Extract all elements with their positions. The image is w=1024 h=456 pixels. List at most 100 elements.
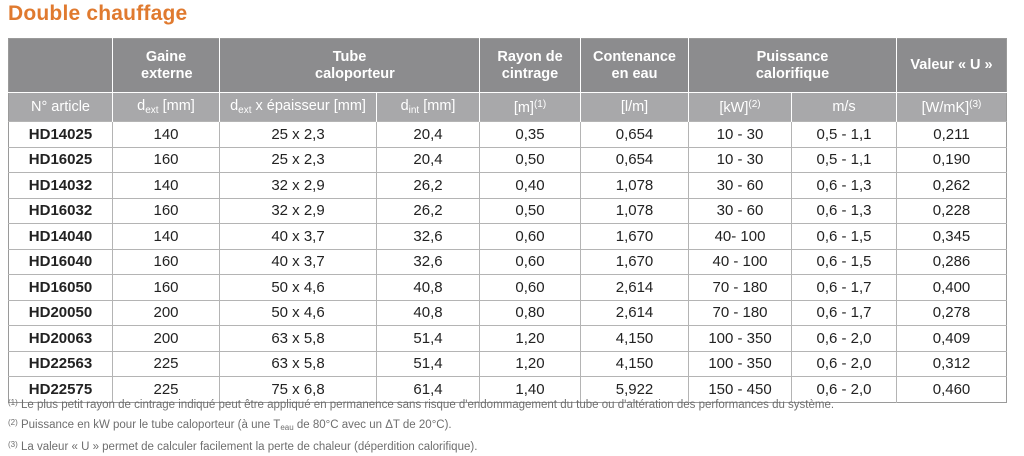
table-body: HD14025 140 25 x 2,3 20,4 0,35 0,654 10 - 30 0,… (8, 121, 1007, 402)
specifications-table: Gaine externe Tube caloporteur Rayon de … (8, 38, 1008, 403)
cell-contenance: 1,670 (580, 248, 689, 275)
cell-dint: 40,8 (375, 299, 480, 326)
table-row: HD16032 160 32 x 2,9 26,2 0,50 1,078 30 - 60 0,… (8, 197, 1007, 224)
cell-valeur-u: 0,278 (896, 299, 1007, 326)
cell-puissance: 10 - 30 (688, 146, 792, 173)
cell-dext: 225 (112, 376, 220, 402)
footnotes: (1) Le plus petit rayon de cintrage indi… (8, 394, 1008, 456)
cell-rayon: 0,35 (479, 121, 581, 147)
cell-valeur-u: 0,211 (896, 121, 1007, 147)
cell-puissance: 10 - 30 (688, 121, 792, 147)
cell-article: HD16032 (8, 197, 113, 224)
cell-dint: 26,2 (375, 172, 480, 198)
cell-vitesse: 0,6 - 1,3 (791, 197, 897, 224)
header-gaine-externe: Gaine externe (112, 38, 220, 93)
footnote-2: (2) Puissance en kW pour le tube calopor… (8, 418, 452, 432)
cell-vitesse: 0,5 - 1,1 (791, 146, 897, 173)
cell-dint: 51,4 (375, 350, 480, 377)
cell-article: HD14025 (8, 121, 113, 147)
cell-puissance: 30 - 60 (688, 172, 792, 198)
cell-article: HD14040 (8, 223, 113, 249)
cell-rayon: 0,50 (479, 146, 581, 173)
cell-article: HD20063 (8, 325, 113, 351)
table-row: HD20050 200 50 x 4,6 40,8 0,80 2,614 70 - 180 0… (8, 299, 1007, 326)
cell-vitesse: 0,6 - 2,0 (791, 325, 897, 351)
cell-valeur-u: 0,286 (896, 248, 1007, 275)
col-dext-epaisseur: dext x épaisseur [mm] (219, 92, 377, 122)
cell-vitesse: 0,6 - 2,0 (791, 376, 897, 402)
table-row: HD16040 160 40 x 3,7 32,6 0,60 1,670 40 - 100 0… (8, 248, 1007, 275)
table-row: HD22563 225 63 x 5,8 51,4 1,20 4,150 100 - 350… (8, 350, 1007, 377)
cell-rayon: 1,20 (479, 325, 581, 351)
col-puissance: [kW](2) (688, 92, 792, 122)
cell-puissance: 70 - 180 (688, 299, 792, 326)
col-dext: dext [mm] (112, 92, 220, 122)
cell-vitesse: 0,6 - 2,0 (791, 350, 897, 377)
cell-dext-epaisseur: 50 x 4,6 (219, 299, 377, 326)
footnote-1: (1) Le plus petit rayon de cintrage indi… (8, 398, 835, 411)
cell-dext-epaisseur: 32 x 2,9 (219, 197, 377, 224)
cell-dext-epaisseur: 32 x 2,9 (219, 172, 377, 198)
cell-article: HD22563 (8, 350, 113, 377)
cell-puissance: 40- 100 (688, 223, 792, 249)
cell-dext: 200 (112, 325, 220, 351)
cell-rayon: 0,60 (479, 223, 581, 249)
cell-valeur-u: 0,345 (896, 223, 1007, 249)
table-row: HD14025 140 25 x 2,3 20,4 0,35 0,654 10 - 30 0,… (8, 121, 1007, 147)
cell-rayon: 0,50 (479, 197, 581, 224)
cell-contenance: 2,614 (580, 274, 689, 300)
cell-valeur-u: 0,262 (896, 172, 1007, 198)
cell-dext-epaisseur: 40 x 3,7 (219, 223, 377, 249)
table-row: HD14032 140 32 x 2,9 26,2 0,40 1,078 30 - 60 0,… (8, 172, 1007, 198)
cell-article: HD16040 (8, 248, 113, 275)
cell-contenance: 1,670 (580, 223, 689, 249)
cell-valeur-u: 0,409 (896, 325, 1007, 351)
cell-article: HD14032 (8, 172, 113, 198)
cell-dext-epaisseur: 63 x 5,8 (219, 350, 377, 377)
cell-dext-epaisseur: 25 x 2,3 (219, 146, 377, 173)
cell-article: HD22575 (8, 376, 113, 402)
cell-dext: 160 (112, 197, 220, 224)
table-row: HD16050 160 50 x 4,6 40,8 0,60 2,614 70 - 180 0… (8, 274, 1007, 300)
cell-rayon: 0,80 (479, 299, 581, 326)
header-group-row: Gaine externe Tube caloporteur Rayon de … (8, 38, 1007, 93)
cell-dext: 160 (112, 274, 220, 300)
cell-dext: 140 (112, 223, 220, 249)
cell-dint: 26,2 (375, 197, 480, 224)
cell-dext: 140 (112, 172, 220, 198)
cell-puissance: 100 - 350 (688, 350, 792, 377)
cell-puissance: 150 - 450 (688, 376, 792, 402)
cell-dext-epaisseur: 40 x 3,7 (219, 248, 377, 275)
cell-puissance: 30 - 60 (688, 197, 792, 224)
table-row: HD22575 225 75 x 6,8 61,4 1,40 5,922 150 - 450… (8, 376, 1007, 402)
cell-dint: 40,8 (375, 274, 480, 300)
cell-rayon: 1,40 (479, 376, 581, 402)
cell-dint: 51,4 (375, 325, 480, 351)
cell-contenance: 4,150 (580, 325, 689, 351)
header-valeur-u: Valeur « U » (896, 38, 1007, 93)
cell-article: HD16025 (8, 146, 113, 173)
table-row: HD16025 160 25 x 2,3 20,4 0,50 0,654 10 - 30 0,… (8, 146, 1007, 173)
cell-dint: 32,6 (375, 223, 480, 249)
cell-dext: 160 (112, 248, 220, 275)
col-valeur-u: [W/mK](3) (896, 92, 1007, 122)
header-unit-row: N° article dext [mm] dext x épaisseur [m… (8, 92, 1007, 122)
cell-dext: 225 (112, 350, 220, 377)
cell-dext: 140 (112, 121, 220, 147)
cell-vitesse: 0,6 - 1,7 (791, 274, 897, 300)
header-puissance-calorifique: Puissance calorifique (688, 38, 897, 93)
cell-vitesse: 0,6 - 1,5 (791, 223, 897, 249)
cell-dext-epaisseur: 25 x 2,3 (219, 121, 377, 147)
col-article: N° article (8, 92, 113, 122)
cell-puissance: 70 - 180 (688, 274, 792, 300)
cell-dext: 160 (112, 146, 220, 173)
cell-valeur-u: 0,460 (896, 376, 1007, 402)
cell-article: HD16050 (8, 274, 113, 300)
cell-article: HD20050 (8, 299, 113, 326)
cell-rayon: 0,40 (479, 172, 581, 198)
header-contenance-eau: Contenance en eau (580, 38, 689, 93)
cell-vitesse: 0,6 - 1,3 (791, 172, 897, 198)
cell-rayon: 1,20 (479, 350, 581, 377)
cell-dext-epaisseur: 50 x 4,6 (219, 274, 377, 300)
cell-puissance: 40 - 100 (688, 248, 792, 275)
